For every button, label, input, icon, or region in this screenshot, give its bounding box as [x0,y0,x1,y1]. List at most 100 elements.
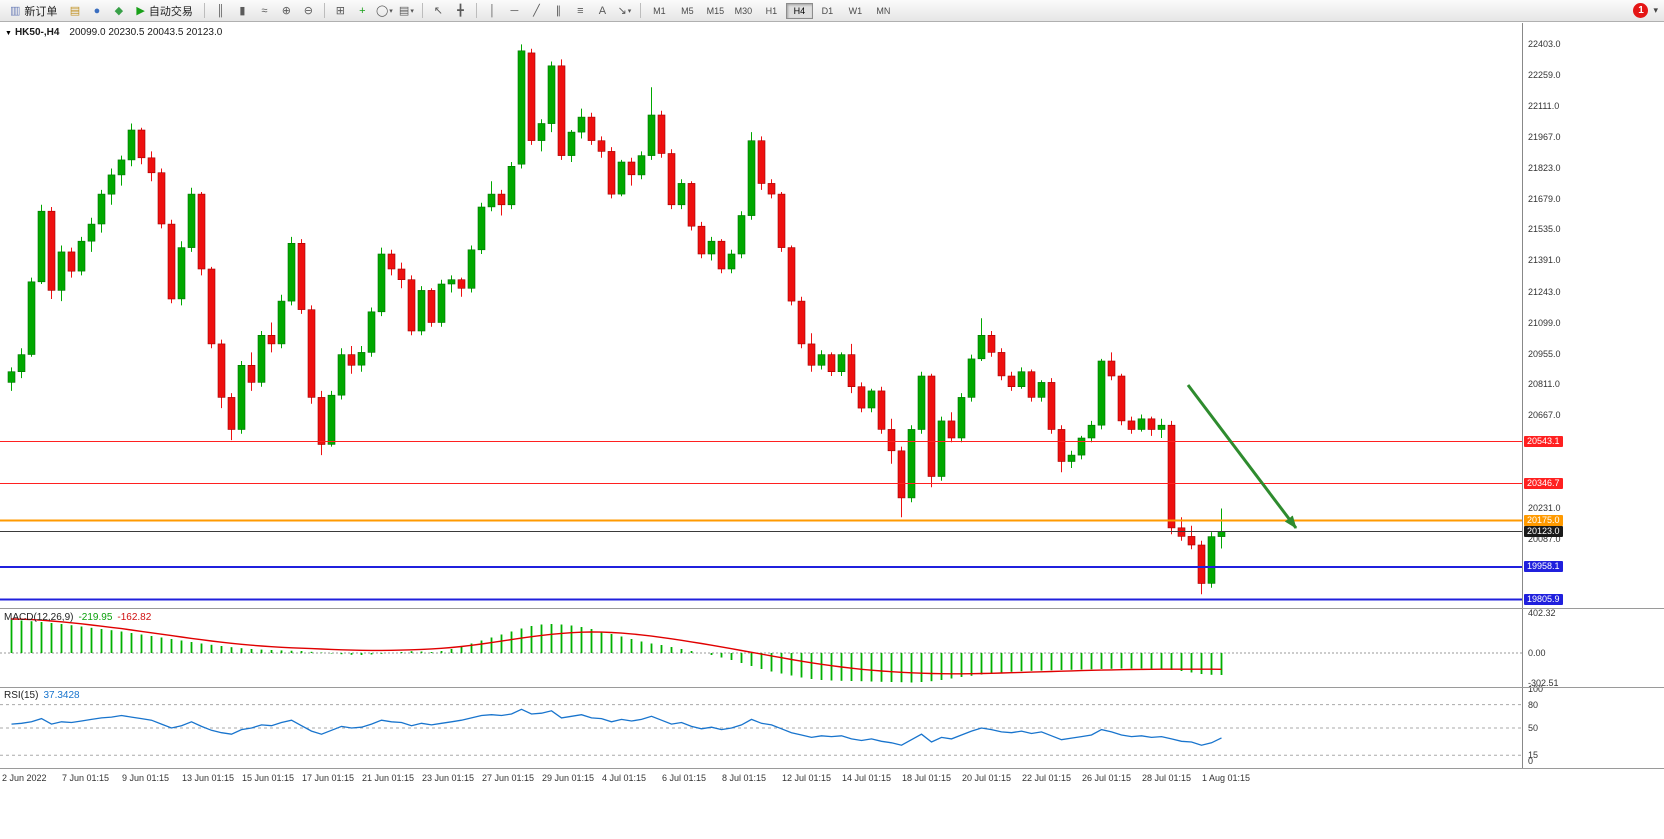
timeframe-m1[interactable]: M1 [653,5,666,16]
time-axis-label: 20 Jul 01:15 [962,773,1012,783]
time-axis-label: 7 Jun 01:15 [62,773,110,783]
panel-splitter[interactable] [0,608,1664,609]
toolbar-separator [639,3,641,18]
main-toolbar: ▥ 新订单 ▤ ● ◆ ▶ 自动交易 ║ ▮ ≈ ⊕ ⊖ ⊞ + ◯ ▾ ▤ ▾ ↖ ╋ │ ─ ╱ ∥ ≡ A ↘ ▾ M1 M5 M15… [0,0,1664,22]
panel-splitter[interactable] [0,768,1664,769]
price-axis-label: 22111.0 [1528,101,1560,112]
time-axis-label: 23 Jun 01:15 [422,773,475,783]
periods-icon[interactable]: ◯ ▾ [375,5,393,17]
chart-area[interactable] [0,23,1522,768]
price-axis-label: 21243.0 [1528,286,1561,297]
time-axis-label: 29 Jun 01:15 [542,773,595,783]
timeframe-mn[interactable]: MN [876,5,891,16]
price-level-tag: 19958.1 [1524,561,1563,573]
notification-badge[interactable]: 1 [1633,3,1649,18]
timeframe-m5[interactable]: M5 [681,5,694,16]
bar-chart-icon[interactable]: ║ [216,4,225,17]
price-axis-label: 21099.0 [1528,317,1561,328]
time-axis-label: 26 Jul 01:15 [1082,773,1132,783]
macd-name: MACD(12,26,9) [4,612,74,623]
macd-axis-label: 402.32 [1528,607,1556,618]
time-axis-label: 18 Jul 01:15 [902,773,952,783]
tile-windows-icon[interactable]: ⊞ [335,5,345,17]
toolbar-overflow-chevron[interactable]: ▾ [1653,5,1658,15]
time-axis-label: 21 Jun 01:15 [362,773,415,783]
navigator-icon[interactable]: ◆ [114,5,124,17]
rsi-axis-label: 50 [1528,723,1539,733]
toolbar-separator [323,3,325,18]
price-axis-label: 20087.0 [1528,534,1561,545]
panel-splitter[interactable] [0,687,1664,688]
timeframe-h4[interactable]: H4 [785,2,813,19]
time-axis-label: 9 Jun 01:15 [122,773,170,783]
price-level-tag: 20346.7 [1524,478,1563,490]
price-level-tag: 20175.0 [1524,514,1563,526]
autotrade-button[interactable]: ▶ 自动交易 [130,2,198,20]
text-icon[interactable]: A [598,4,607,17]
crosshair-icon[interactable]: ╋ [457,5,464,17]
toolbar-separator [475,3,477,18]
time-axis-label: 28 Jul 01:15 [1142,773,1192,783]
chart-canvas[interactable] [0,23,1522,768]
price-axis-label: 21967.0 [1528,132,1561,143]
channel-icon[interactable]: ∥ [555,5,562,17]
trend-arrow-annotation[interactable] [1186,384,1298,529]
timeframe-d1[interactable]: D1 [821,5,834,16]
timeframe-m15[interactable]: M15 [706,5,725,16]
candlestick-icon[interactable]: ▮ [239,5,246,17]
rsi-axis-label: 80 [1528,699,1539,710]
price-axis-label: 20955.0 [1528,348,1561,359]
time-axis-label: 15 Jun 01:15 [242,773,295,783]
cursor-icon[interactable]: ↖ [433,5,443,17]
price-axis-label: 21823.0 [1528,162,1561,173]
line-chart-icon[interactable]: ≈ [261,4,268,17]
new-order-icon: ▥ [10,5,21,17]
templates-icon[interactable]: ▤ ▾ [398,5,414,17]
time-axis[interactable]: 2 Jun 2022 7 Jun 01:15 9 Jun 01:15 13 Jun 0… [0,769,1664,791]
timeframe-w1[interactable]: W1 [848,5,863,16]
price-axis-label: 20667.0 [1528,410,1561,421]
macd-axis-label: -302.51 [1528,678,1559,689]
time-axis-label: 13 Jun 01:15 [182,773,235,783]
time-axis-label: 22 Jul 01:15 [1022,773,1072,783]
price-axis[interactable]: 22403.0 22259.0 22111.0 21967.0 21823.0 21679… [1522,23,1664,768]
new-order-button[interactable]: ▥ 新订单 [4,2,63,20]
timeframe-m30[interactable]: M30 [734,5,753,16]
price-level-lines [0,441,1522,601]
vertical-line-icon[interactable]: │ [488,4,496,17]
price-axis-label: 21535.0 [1528,224,1561,235]
horizontal-line-icon[interactable]: ─ [510,4,519,17]
time-axis-label: 27 Jun 01:15 [482,773,535,783]
arrows-icon[interactable]: ↘ ▾ [617,5,632,17]
macd-panel [0,618,1522,683]
rsi-name: RSI(15) [4,690,39,701]
macd-axis-label: 0.00 [1528,648,1546,658]
trendline-icon[interactable]: ╱ [533,5,540,17]
zoom-in-icon[interactable]: ⊕ [281,5,291,17]
price-axis-label: 20231.0 [1528,503,1561,514]
charts-icon[interactable]: ▤ [69,5,81,17]
zoom-out-icon[interactable]: ⊖ [303,5,313,17]
chart-collapse-icon[interactable]: ▼ [5,30,12,37]
candles-layer [7,44,1226,595]
rsi-value: 37.3428 [43,690,80,701]
templates-icon-caret: ▾ [410,7,414,15]
indicators-icon[interactable]: + [359,4,366,17]
arrows-icon-caret: ▾ [627,7,632,15]
time-axis-label: 2 Jun 2022 [2,773,47,783]
autotrade-play-icon: ▶ [136,5,145,17]
toolbar-separator [203,3,205,18]
market-watch-icon[interactable]: ● [93,4,101,17]
new-order-label: 新订单 [24,5,58,18]
fibonacci-icon[interactable]: ≡ [577,4,584,17]
time-axis-label: 6 Jul 01:15 [662,773,707,783]
time-axis-label: 17 Jun 01:15 [302,773,355,783]
timeframe-h1[interactable]: H1 [765,5,778,16]
macd-signal-value: -162.82 [117,612,152,623]
rsi-axis-label: 15 [1528,750,1539,761]
rsi-label: RSI(15) 37.3428 [4,690,85,701]
time-axis-label: 4 Jul 01:15 [602,773,647,783]
macd-label: MACD(12,26,9) -219.95 -162.82 [4,612,156,623]
price-axis-label: 21679.0 [1528,193,1561,204]
